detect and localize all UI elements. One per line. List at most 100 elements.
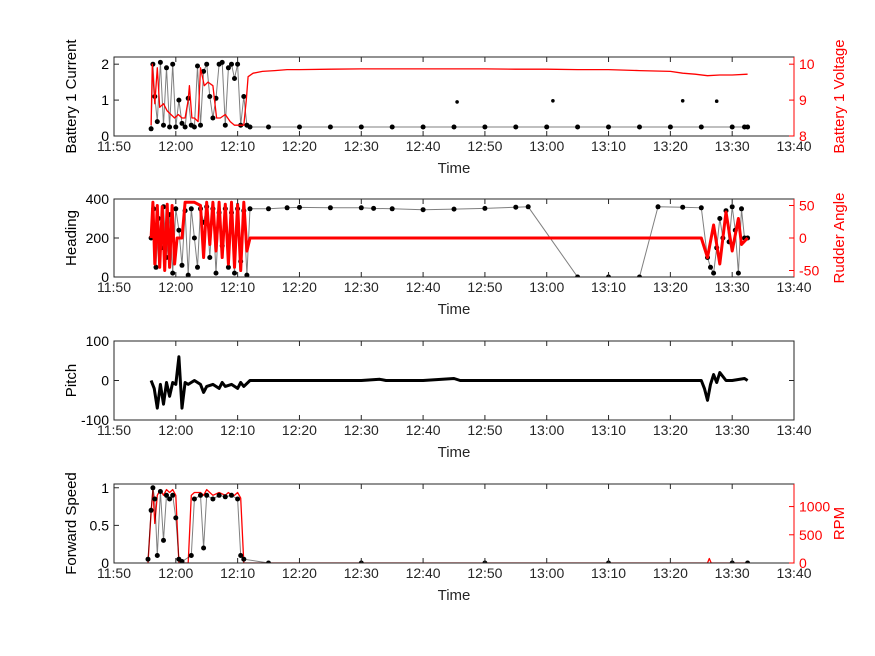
x-tick-label: 12:20: [282, 565, 317, 581]
data-point-1-43: [451, 206, 457, 212]
data-point-1-13: [182, 124, 188, 130]
data-point-2-15: [191, 496, 197, 502]
data-point-1-23: [213, 270, 219, 276]
data-point-1-39: [358, 205, 364, 211]
data-point-1-50: [729, 124, 735, 130]
data-point-2-18: [204, 492, 210, 498]
data-point-1-25: [219, 59, 225, 65]
data-point-1-35: [266, 206, 271, 212]
data-point-1-46: [606, 124, 611, 130]
y-axis-label-left: Heading: [63, 210, 80, 266]
data-point-1-3: [153, 264, 159, 270]
data-point-1-20: [204, 61, 210, 67]
data-point-2-7: [161, 537, 166, 543]
data-point-1-29: [232, 76, 237, 81]
data-point-2-5: [154, 553, 160, 558]
y-tick-label-left: 0: [101, 128, 109, 144]
y-axis-label-left: Pitch: [63, 364, 80, 397]
x-tick-label: 13:20: [653, 279, 688, 295]
x-tick-label: 13:40: [776, 422, 811, 438]
y-tick-label-left: -100: [81, 412, 109, 428]
data-point-1-15: [188, 206, 194, 212]
x-tick-label: 12:50: [467, 279, 502, 295]
y-tick-label-left: 1: [101, 92, 109, 108]
x-tick-label: 13:30: [715, 138, 750, 154]
x-tick-label: 12:30: [344, 422, 379, 438]
x-tick-label: 12:20: [282, 422, 317, 438]
x-tick-label: 11:50: [97, 565, 131, 581]
chart-panel-2: 11:50 12:00 12:10 12:20 12:30 12:40 12:50 13:00…: [63, 191, 848, 318]
data-point-1-45: [575, 124, 581, 130]
chart-panel-4: 11:50 12:00 12:10 12:20 12:30 12:40 12:50 13:00…: [63, 472, 848, 604]
data-point-2-6: [157, 489, 163, 494]
x-tick-label: 13:20: [653, 565, 688, 581]
data-point-1-30: [235, 61, 241, 67]
data-point-2-9: [167, 496, 173, 502]
data-point-1-6: [161, 122, 166, 128]
data-point-1-38: [358, 124, 364, 130]
y-axis-label-left: Forward Speed: [63, 472, 80, 575]
data-point-2-13: [179, 559, 185, 563]
x-tick-label: 13:10: [591, 138, 626, 154]
data-point-1-4: [154, 119, 160, 125]
x-tick-label: 12:00: [158, 565, 193, 581]
x-tick-label: 13:00: [529, 565, 564, 581]
data-point-1-8: [167, 124, 173, 130]
data-point-1-45: [513, 204, 519, 210]
data-point-1-43: [513, 124, 519, 130]
x-tick-label: 12:10: [220, 422, 255, 438]
series-line-1: [147, 488, 748, 563]
data-point-2-11: [173, 515, 179, 521]
y-tick-label-right: 50: [799, 198, 815, 214]
x-tick-label: 12:30: [344, 279, 379, 295]
data-point-1-44: [482, 205, 488, 211]
series-line-3: [150, 63, 748, 126]
data-point-1-27: [225, 264, 231, 270]
data-point-1-61: [729, 204, 735, 210]
data-point-1-49: [698, 124, 704, 130]
data-point-1-21: [207, 255, 213, 260]
x-tick-label: 11:50: [97, 422, 131, 438]
data-point-1-19: [201, 68, 207, 74]
data-point-1-49: [637, 274, 642, 277]
data-point-1-34: [247, 206, 253, 212]
data-point-1-47: [637, 124, 642, 130]
data-point-1-9: [170, 61, 176, 67]
x-tick-label: 12:50: [467, 138, 502, 154]
x-tick-label: 13:20: [653, 422, 688, 438]
data-point-2-19: [210, 496, 216, 502]
data-point-1-55: [711, 270, 717, 276]
x-tick-label: 12:40: [406, 138, 441, 154]
series-line-1: [149, 355, 749, 410]
data-point-1-17: [195, 63, 200, 69]
x-tick-label: 13:10: [591, 279, 626, 295]
x-axis-label: Time: [438, 444, 471, 461]
plot-data: [149, 355, 749, 410]
data-point-1-21: [207, 94, 213, 99]
data-point-1-10: [173, 124, 179, 130]
x-tick-label: 13:20: [653, 138, 688, 154]
x-tick-label: 12:10: [220, 565, 255, 581]
data-point-1-44: [544, 124, 550, 130]
data-point-2-25: [241, 556, 247, 562]
data-point-2-2: [148, 507, 154, 513]
x-tick-label: 12:10: [220, 279, 255, 295]
data-point-1-16: [191, 235, 197, 241]
data-point-1-63: [735, 270, 741, 276]
data-point-2-10: [170, 492, 176, 498]
data-point-2-3: [150, 485, 156, 491]
data-marker-2-4: [714, 99, 719, 103]
data-marker-2-2: [551, 99, 555, 103]
data-marker-2-1: [455, 100, 459, 104]
data-point-2-22: [229, 492, 234, 498]
data-point-1-32: [241, 94, 247, 99]
x-tick-label: 12:30: [344, 565, 379, 581]
y-tick-label-right: 8: [799, 128, 807, 144]
data-point-1-33: [244, 272, 250, 277]
data-point-2-20: [216, 492, 222, 498]
data-point-1-29: [232, 270, 237, 276]
x-tick-label: 12:10: [220, 138, 255, 154]
data-point-1-48: [667, 124, 673, 130]
x-tick-label: 12:40: [406, 422, 441, 438]
